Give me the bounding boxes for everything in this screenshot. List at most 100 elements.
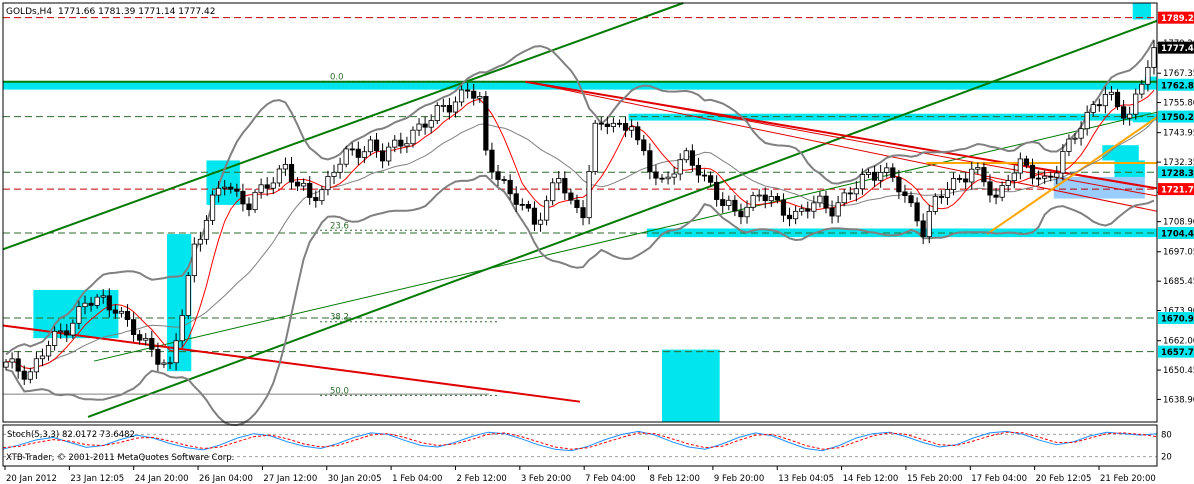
fib-label-3: 50.0	[330, 386, 349, 396]
candle-body-73	[446, 105, 453, 113]
stoch-panel: 80 20	[2, 430, 1172, 463]
candle-59	[361, 146, 367, 164]
candle-138	[841, 189, 847, 207]
candle-132	[805, 201, 811, 219]
stoch-level-label-0: 80	[1161, 430, 1172, 440]
candle-body-50	[307, 182, 313, 198]
candle-92	[562, 171, 568, 201]
candle-body-121	[738, 210, 744, 218]
candle-88	[537, 212, 544, 232]
candle-28	[173, 333, 179, 371]
candle-body-65	[398, 139, 404, 147]
candle-body-63	[386, 146, 392, 162]
candle-63	[386, 142, 392, 166]
candle-body-181	[1102, 93, 1108, 107]
candle-119	[726, 195, 732, 211]
time-label-0: 20 Jan 2012	[6, 474, 57, 484]
candle-9	[58, 323, 64, 339]
candle-body-91	[556, 178, 562, 184]
price-tick-label-6: 1708.90	[1163, 218, 1194, 228]
candle-body-79	[483, 96, 489, 151]
candle-69	[422, 116, 428, 135]
candle-182	[1108, 86, 1115, 101]
candle-body-45	[276, 168, 282, 184]
price-tag-4: 1728.35	[1158, 166, 1194, 179]
candle-body-184	[1120, 106, 1127, 119]
candle-body-158	[963, 178, 969, 183]
candle-125	[762, 187, 768, 209]
candle-148	[902, 184, 908, 203]
candle-body-101	[616, 122, 623, 125]
candle-body-3	[21, 370, 27, 380]
time-label-5: 30 Jan 20:05	[328, 474, 382, 484]
candle-93	[568, 188, 574, 205]
candle-body-169	[1029, 164, 1036, 179]
price-tag-text-4: 1728.35	[1161, 169, 1194, 179]
candle-111	[677, 153, 683, 181]
candle-body-161	[981, 167, 987, 183]
candle-body-64	[392, 139, 398, 148]
candle-body-142	[865, 171, 872, 175]
candle-body-78	[477, 96, 483, 99]
candle-body-117	[714, 181, 720, 200]
candle-52	[319, 185, 325, 205]
candle-140	[853, 181, 859, 202]
candle-body-141	[859, 174, 866, 190]
price-tag-text-6: 1704.43	[1161, 229, 1194, 239]
zone-8	[1053, 176, 1145, 199]
candle-155	[944, 181, 951, 206]
candle-body-10	[64, 330, 70, 336]
candle-77	[471, 83, 477, 106]
candle-body-138	[841, 192, 847, 204]
candle-76	[465, 82, 471, 99]
zone-9	[1114, 160, 1145, 177]
time-label-17: 21 Feb 20:00	[1100, 474, 1156, 484]
candle-34	[209, 190, 216, 225]
zone-10	[1102, 145, 1139, 161]
candle-89	[543, 195, 550, 226]
candle-122	[744, 200, 750, 224]
price-tag-bg-3	[1158, 110, 1194, 123]
bollinger-layer	[5, 39, 1155, 427]
candle-177	[1078, 121, 1084, 146]
time-label-10: 8 Feb 12:00	[650, 474, 700, 484]
candle-117	[714, 175, 720, 207]
candle-147	[896, 170, 902, 200]
candle-94	[574, 194, 580, 214]
candle-body-113	[689, 150, 695, 166]
candle-12	[76, 300, 82, 330]
trendline-6	[658, 104, 1158, 197]
candle-body-2	[15, 358, 21, 372]
candle-body-35	[216, 187, 222, 196]
time-label-14: 15 Feb 20:00	[907, 474, 963, 484]
candle-57	[349, 142, 355, 156]
candle-179	[1090, 100, 1096, 117]
candle-layer	[3, 40, 1157, 385]
candle-15	[94, 293, 100, 309]
candle-14	[88, 296, 94, 312]
price-tick-label-9: 1673.90	[1163, 307, 1194, 317]
candle-178	[1084, 105, 1090, 136]
candle-68	[416, 118, 422, 137]
candle-body-0	[3, 361, 9, 368]
candle-5	[33, 351, 40, 379]
symbol-header: GOLDs,H4 1771.66 1781.39 1771.14 1777.42	[6, 7, 216, 17]
candle-body-48	[294, 181, 301, 187]
candle-body-1	[9, 358, 15, 363]
candle-38	[234, 183, 240, 197]
candle-175	[1066, 134, 1072, 157]
zone-1	[628, 113, 1157, 121]
candle-body-176	[1072, 137, 1078, 140]
candle-body-88	[537, 219, 544, 225]
candle-150	[914, 197, 920, 227]
candle-159	[969, 161, 975, 190]
candle-184	[1120, 100, 1127, 125]
candle-body-24	[149, 337, 155, 350]
candle-body-38	[234, 188, 240, 192]
candle-body-30	[185, 275, 191, 316]
price-tag-bg-2	[1158, 78, 1194, 91]
candle-body-151	[920, 220, 926, 238]
price-tick-label-3: 1743.95	[1163, 129, 1194, 139]
candle-body-15	[94, 296, 100, 306]
